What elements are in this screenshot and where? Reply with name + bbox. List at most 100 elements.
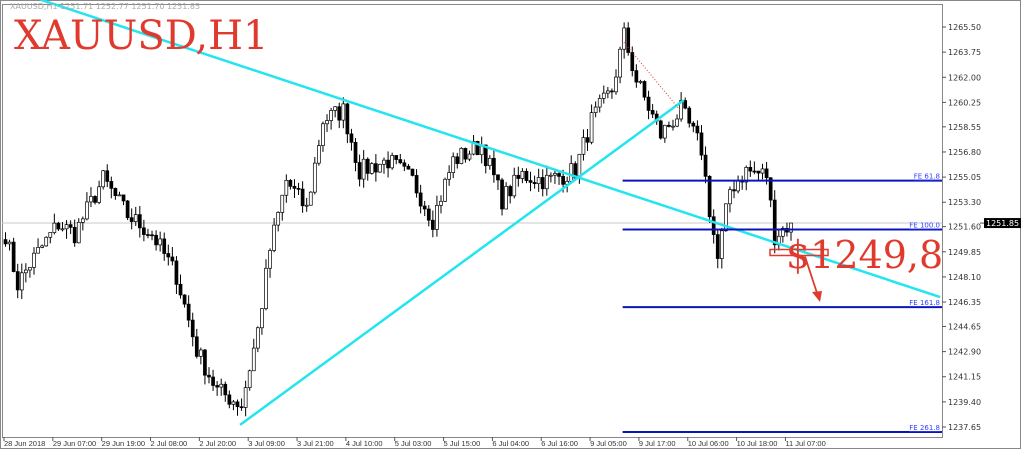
trendline [40, 0, 941, 299]
candle-body [378, 163, 382, 173]
candle [675, 114, 679, 128]
candle-body [650, 110, 655, 115]
candle [683, 97, 688, 110]
candle-body [634, 70, 639, 83]
candle [463, 147, 468, 163]
candle-body [231, 401, 236, 405]
candle-body [288, 180, 293, 187]
candle-body [744, 167, 749, 183]
candle [215, 381, 219, 396]
candle [589, 104, 594, 145]
candle-body [719, 230, 724, 259]
candle [691, 121, 696, 133]
candle [687, 106, 692, 128]
candle [610, 88, 614, 99]
candle-body [374, 163, 378, 173]
candle-body [133, 214, 138, 222]
candle-body [638, 81, 643, 83]
candle [72, 219, 77, 247]
candle [174, 256, 179, 294]
candle-body [203, 349, 207, 376]
candle [190, 312, 195, 347]
candle [638, 79, 643, 85]
candle-body [447, 172, 451, 180]
candle-body [646, 96, 651, 111]
candle [199, 347, 203, 365]
candle [68, 220, 73, 235]
candle-body [707, 175, 712, 218]
candle [402, 159, 407, 172]
candle-body [626, 27, 631, 53]
candle-body [142, 227, 146, 235]
candle [64, 220, 69, 239]
candle [48, 232, 53, 244]
candle [431, 210, 435, 238]
candle-body [60, 228, 65, 231]
candle-body [540, 177, 545, 190]
candle-body [455, 156, 460, 164]
plot-area [2, 4, 943, 438]
candle [105, 164, 110, 188]
candle-body [658, 120, 663, 139]
candle [129, 208, 134, 230]
candle-body [512, 174, 517, 197]
candle-body [536, 177, 541, 185]
symbol-title: XAUUSD,H1 [14, 13, 269, 59]
candle-body [394, 155, 399, 160]
candle [622, 22, 626, 59]
candle-body [194, 336, 199, 357]
candle-body [585, 137, 590, 143]
candle-body [255, 327, 260, 349]
candle [642, 80, 647, 101]
candle [178, 274, 183, 299]
candle [528, 171, 533, 192]
candle-body [36, 247, 40, 254]
candle [618, 46, 622, 84]
candle [361, 150, 366, 188]
candle [744, 165, 749, 191]
candle [137, 206, 142, 238]
candle-body [101, 170, 106, 188]
candle-body [642, 81, 647, 98]
candle-body [695, 125, 700, 134]
candle-body [699, 132, 704, 156]
candle [426, 205, 431, 227]
candle [540, 169, 545, 197]
candle-body [703, 154, 708, 177]
candle [19, 263, 24, 300]
fibo-level-label: FE 161.8 [909, 299, 940, 307]
candle-body [524, 170, 529, 181]
candle [93, 195, 97, 205]
y-tick-label: 1246.35 [948, 298, 981, 307]
candle-body [329, 110, 333, 121]
candle [496, 174, 500, 190]
target-zone-rect [769, 248, 829, 257]
candle [487, 155, 492, 170]
candle-body [24, 269, 28, 274]
candle-body [422, 205, 427, 210]
candle-body [724, 203, 728, 232]
candle [292, 179, 297, 198]
candle [492, 149, 496, 183]
candle [251, 338, 256, 372]
candle-body [199, 349, 203, 357]
candle-body [736, 180, 740, 192]
x-tick-label: 10 Jul 18:00 [737, 439, 778, 448]
candle [52, 213, 57, 235]
candle-body [121, 194, 126, 202]
candle [207, 367, 211, 384]
current-price-box [984, 218, 1021, 229]
candle [227, 390, 232, 409]
candle [300, 181, 305, 213]
candle [667, 121, 671, 128]
candle-body [768, 177, 773, 201]
candle [255, 326, 260, 353]
candle-body [158, 238, 163, 246]
candle [455, 152, 460, 169]
candle [80, 216, 85, 231]
candle [219, 378, 224, 396]
candle-body [19, 272, 24, 291]
candle-body [667, 124, 671, 127]
candle [353, 138, 358, 172]
